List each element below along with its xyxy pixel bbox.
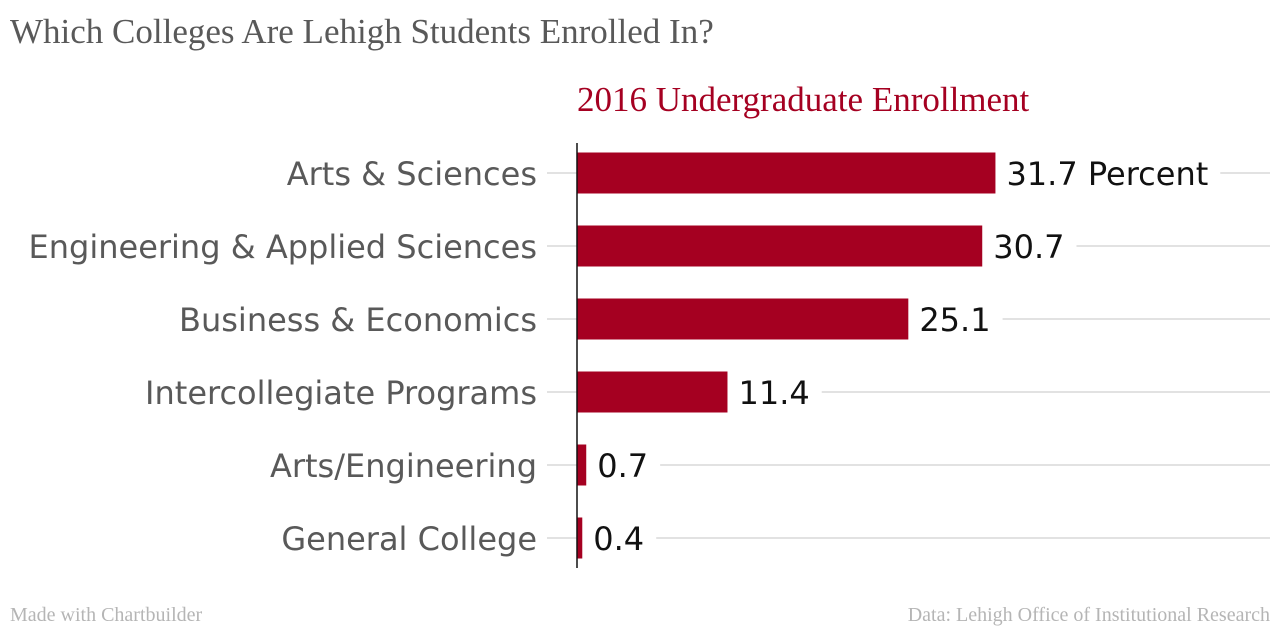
category-label: Business & Economics [179, 301, 537, 339]
source-text: Data: Lehigh Office of Institutional Res… [907, 604, 1270, 626]
value-label: 11.4 [738, 374, 809, 412]
value-label: 31.7 Percent [1006, 155, 1208, 193]
value-label: 0.7 [597, 447, 648, 485]
bar [577, 371, 728, 413]
category-label: Intercollegiate Programs [145, 374, 537, 412]
category-label: Engineering & Applied Sciences [29, 228, 537, 266]
category-label: General College [281, 520, 537, 558]
bar [577, 225, 983, 267]
bar [577, 517, 583, 559]
bar [577, 444, 587, 486]
value-label: 30.7 [993, 228, 1064, 266]
credit-text: Made with Chartbuilder [10, 604, 203, 626]
category-label: Arts & Sciences [287, 155, 537, 193]
category-label: Arts/Engineering [270, 447, 537, 485]
chart-title: Which Colleges Are Lehigh Students Enrol… [10, 12, 714, 51]
value-label: 0.4 [593, 520, 644, 558]
value-label: 25.1 [919, 301, 990, 339]
chart-subtitle: 2016 Undergraduate Enrollment [577, 80, 1030, 119]
bar [577, 152, 996, 194]
bar [577, 298, 909, 340]
